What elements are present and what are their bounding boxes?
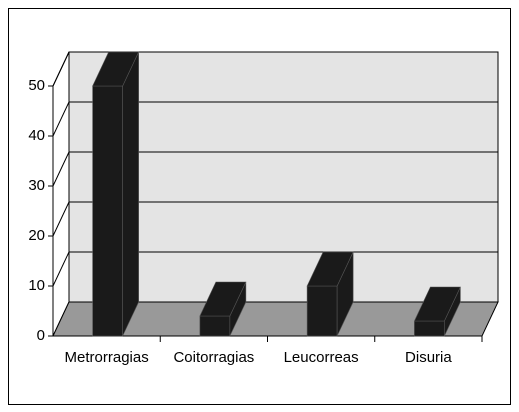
side-wall [52,51,70,337]
bar-top [413,286,461,322]
x-tick-label: Leucorreas [284,349,359,366]
bar-front [199,315,231,337]
y-tick-label: 30 [28,177,45,194]
bar-top [199,281,247,317]
bar-front [414,320,445,337]
bar [92,51,140,337]
grid-line [52,201,70,237]
y-tick-label: 10 [28,277,45,294]
bar [306,251,354,337]
x-tick-label: Metrorragias [65,349,149,366]
bar-side [122,51,139,337]
x-tick-label: Coitorragias [173,349,254,366]
bar-top [306,251,354,287]
grid-line [52,251,70,287]
y-tick-label: 0 [37,327,45,344]
y-tick-label: 20 [28,227,45,244]
bar-front [306,285,338,337]
y-tick-label: 40 [28,127,45,144]
bar [413,286,461,337]
bar-front [92,85,123,337]
grid-line [52,51,70,87]
bar-top [92,51,140,87]
y-tick-label: 50 [28,77,45,94]
x-tick-label: Disuria [405,349,452,366]
grid-line [52,101,70,137]
grid-line [52,151,70,187]
bar [199,281,247,337]
